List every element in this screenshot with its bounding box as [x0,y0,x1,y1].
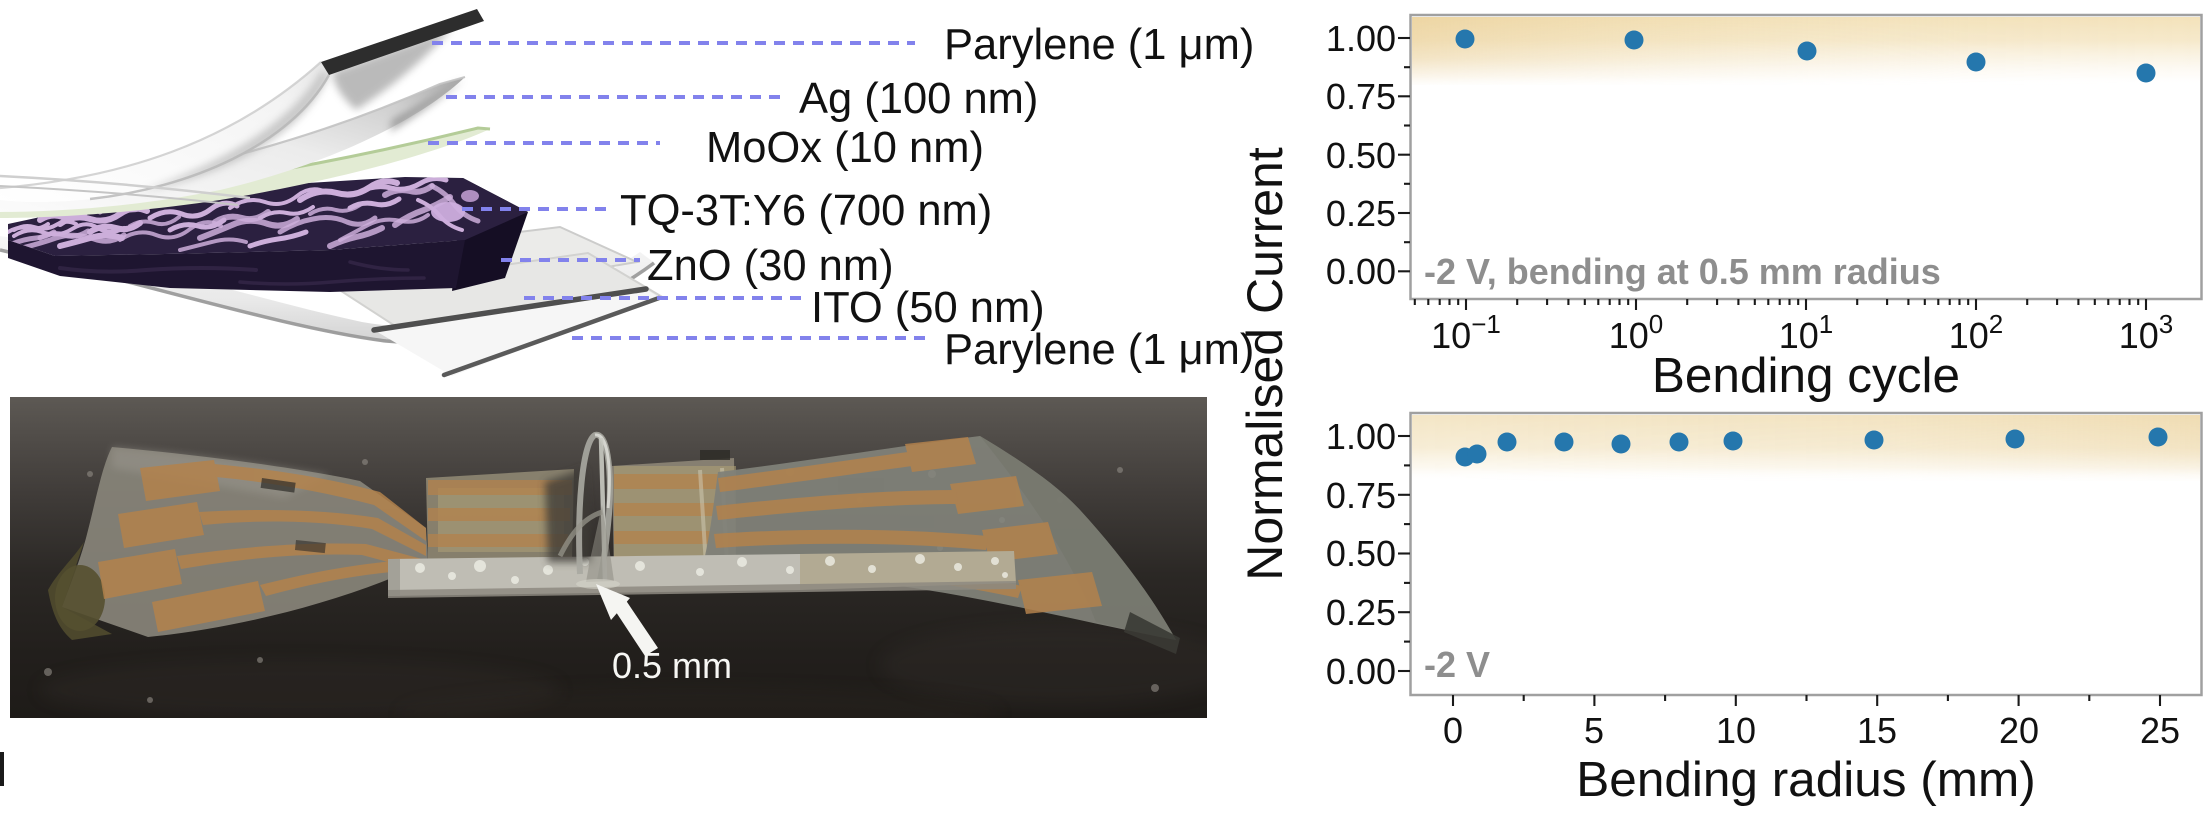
svg-text:102: 102 [1949,309,2004,356]
svg-text:ZnO (30 nm): ZnO (30 nm) [647,242,894,290]
svg-text:Parylene (1 μm): Parylene (1 μm) [944,326,1254,374]
svg-text:0.00: 0.00 [1326,651,1396,692]
svg-text:TQ-3T:Y6 (700 nm): TQ-3T:Y6 (700 nm) [620,187,992,235]
svg-text:15: 15 [1857,710,1897,751]
svg-text:5: 5 [1584,710,1604,751]
svg-text:100: 100 [1609,309,1664,356]
svg-text:10: 10 [1716,710,1756,751]
svg-text:Bending radius (mm): Bending radius (mm) [1576,752,2035,807]
svg-text:Bending cycle: Bending cycle [1652,348,1960,403]
svg-text:1.00: 1.00 [1326,416,1396,457]
svg-text:0.5 mm: 0.5 mm [612,645,732,686]
svg-text:0.50: 0.50 [1326,533,1396,574]
svg-text:25: 25 [2140,710,2180,751]
svg-text:-2 V, bending at 0.5 mm radius: -2 V, bending at 0.5 mm radius [1424,251,1941,292]
svg-text:MoOx (10 nm): MoOx (10 nm) [706,124,984,172]
svg-text:0.75: 0.75 [1326,475,1396,516]
svg-text:20: 20 [1999,710,2039,751]
svg-text:10−1: 10−1 [1431,309,1501,356]
svg-text:103: 103 [2119,309,2174,356]
svg-text:0.50: 0.50 [1326,135,1396,176]
svg-text:Ag (100 nm): Ag (100 nm) [799,75,1038,123]
svg-text:ITO (50 nm): ITO (50 nm) [811,284,1045,332]
svg-text:Parylene (1 μm): Parylene (1 μm) [944,21,1254,69]
svg-text:0.25: 0.25 [1326,592,1396,633]
svg-text:Normalised Current: Normalised Current [1237,147,1293,581]
svg-text:-2 V: -2 V [1424,644,1490,685]
svg-text:0.25: 0.25 [1326,193,1396,234]
svg-text:0.00: 0.00 [1326,251,1396,292]
svg-text:0: 0 [1443,710,1463,751]
svg-text:1.00: 1.00 [1326,18,1396,59]
svg-text:0.75: 0.75 [1326,76,1396,117]
